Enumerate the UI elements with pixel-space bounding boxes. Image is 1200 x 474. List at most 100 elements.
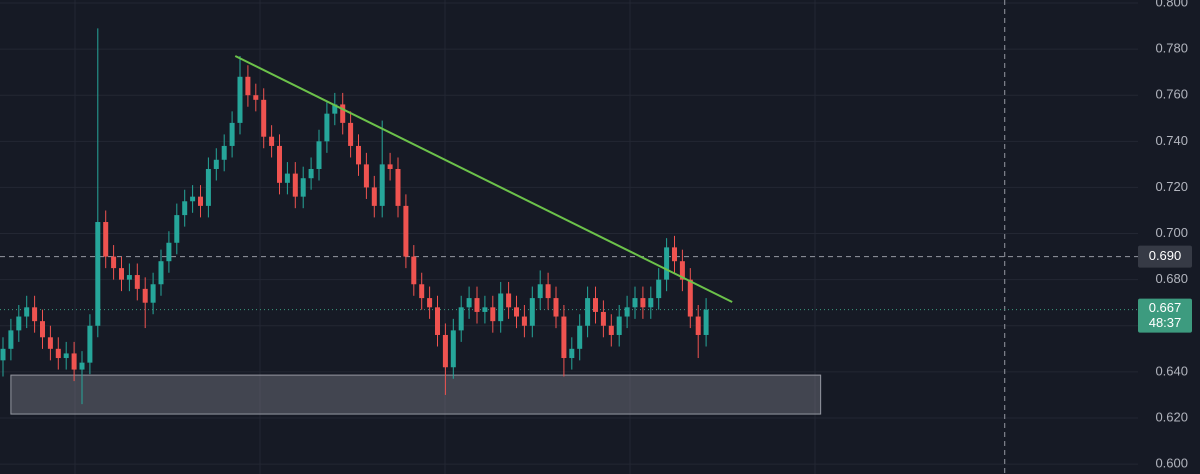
candle-body: [103, 222, 109, 257]
crosshair-price-label: 0.690: [1149, 248, 1182, 263]
candle-body: [695, 316, 701, 335]
candle-body: [506, 293, 512, 308]
candle-body: [63, 353, 69, 359]
candle-body: [474, 298, 480, 312]
y-tick-label: 0.680: [1155, 271, 1188, 286]
grid: [0, 2, 1138, 465]
candle-body: [134, 275, 140, 289]
candle-body: [624, 307, 630, 317]
candle-body: [221, 145, 227, 160]
candle-body: [0, 348, 6, 361]
candle-body: [174, 215, 180, 243]
y-tick-label: 0.700: [1155, 225, 1188, 240]
candle-body: [529, 298, 535, 326]
candle-body: [71, 353, 77, 370]
candle-body: [672, 247, 677, 262]
candle-body: [245, 76, 251, 96]
candle-body: [40, 321, 45, 338]
candle-body: [608, 325, 614, 335]
candle-body: [158, 261, 164, 285]
last-price-box: [1138, 298, 1192, 333]
candle-body: [150, 284, 156, 303]
y-tick-label: 0.600: [1155, 456, 1188, 471]
candle-body: [419, 284, 425, 299]
candle-body: [190, 196, 196, 202]
candle-body: [8, 330, 14, 349]
candle-body: [427, 298, 433, 308]
candle-body: [308, 168, 314, 179]
candle-body: [632, 298, 638, 308]
candle-body: [411, 256, 417, 285]
candle-body: [569, 348, 575, 359]
candle-body: [466, 298, 472, 308]
candle-body: [363, 164, 369, 188]
candle-body: [577, 325, 583, 349]
price-axis: 0.8000.7800.7600.7400.7200.7000.6800.660…: [1138, 0, 1192, 471]
candle-body: [561, 316, 567, 359]
trendline: [234, 55, 733, 303]
candle-body: [703, 309, 709, 335]
candle-body: [687, 279, 693, 317]
vertical-grid: [74, 0, 816, 474]
candle-body: [126, 275, 132, 280]
candle-body: [640, 298, 646, 308]
last-price-label: 0.667: [1149, 300, 1182, 315]
candle-body: [379, 164, 385, 206]
y-tick-label: 0.800: [1155, 0, 1188, 9]
candle-body: [553, 298, 559, 317]
y-tick-label: 0.760: [1155, 87, 1188, 102]
y-tick-label: 0.620: [1155, 409, 1188, 424]
candle-body: [387, 164, 393, 169]
candle-body: [253, 95, 259, 100]
candle-body: [300, 178, 306, 197]
candle-body: [340, 104, 346, 123]
candle-body: [79, 362, 85, 370]
candle-body: [119, 268, 124, 280]
y-tick-label: 0.720: [1155, 179, 1188, 194]
candle-body: [482, 307, 488, 312]
candle-body: [16, 316, 22, 331]
candle-body: [490, 307, 496, 322]
candle-body: [55, 348, 61, 359]
candle-body: [403, 205, 409, 257]
candle-body: [616, 316, 622, 335]
candle-body: [166, 242, 172, 262]
candle-body: [656, 279, 662, 299]
candle-body: [182, 201, 188, 216]
candle-body: [269, 136, 275, 146]
candle-body: [292, 173, 298, 197]
candle-body: [458, 307, 464, 331]
candle-body: [521, 316, 527, 326]
candle-body: [356, 145, 361, 165]
candle-body: [371, 187, 377, 206]
candle-body: [395, 168, 401, 206]
candle-body: [261, 99, 267, 137]
candle-body: [24, 307, 30, 317]
y-tick-label: 0.740: [1155, 133, 1188, 148]
candle-body: [585, 298, 591, 326]
candle-body: [142, 288, 148, 303]
crosshair-price-box: [1138, 245, 1192, 268]
candle-body: [316, 141, 322, 169]
candle-body: [229, 122, 235, 146]
candle-body: [87, 325, 93, 363]
candle-body: [648, 298, 654, 308]
candle-body: [498, 293, 504, 322]
candle-body: [324, 113, 330, 142]
candle-body: [545, 284, 551, 299]
candle-body: [277, 145, 282, 183]
countdown-label: 48:37: [1149, 315, 1182, 330]
candle-body: [198, 196, 203, 206]
y-tick-label: 0.780: [1155, 41, 1188, 56]
candle-body: [111, 256, 117, 269]
candle-body: [664, 247, 670, 280]
candle-body: [435, 307, 440, 335]
candle-body: [593, 298, 598, 312]
candle-body: [32, 307, 38, 322]
candle-body: [514, 307, 519, 317]
candle-body: [237, 76, 243, 123]
candle-body: [205, 168, 211, 206]
candle-body: [348, 122, 354, 146]
